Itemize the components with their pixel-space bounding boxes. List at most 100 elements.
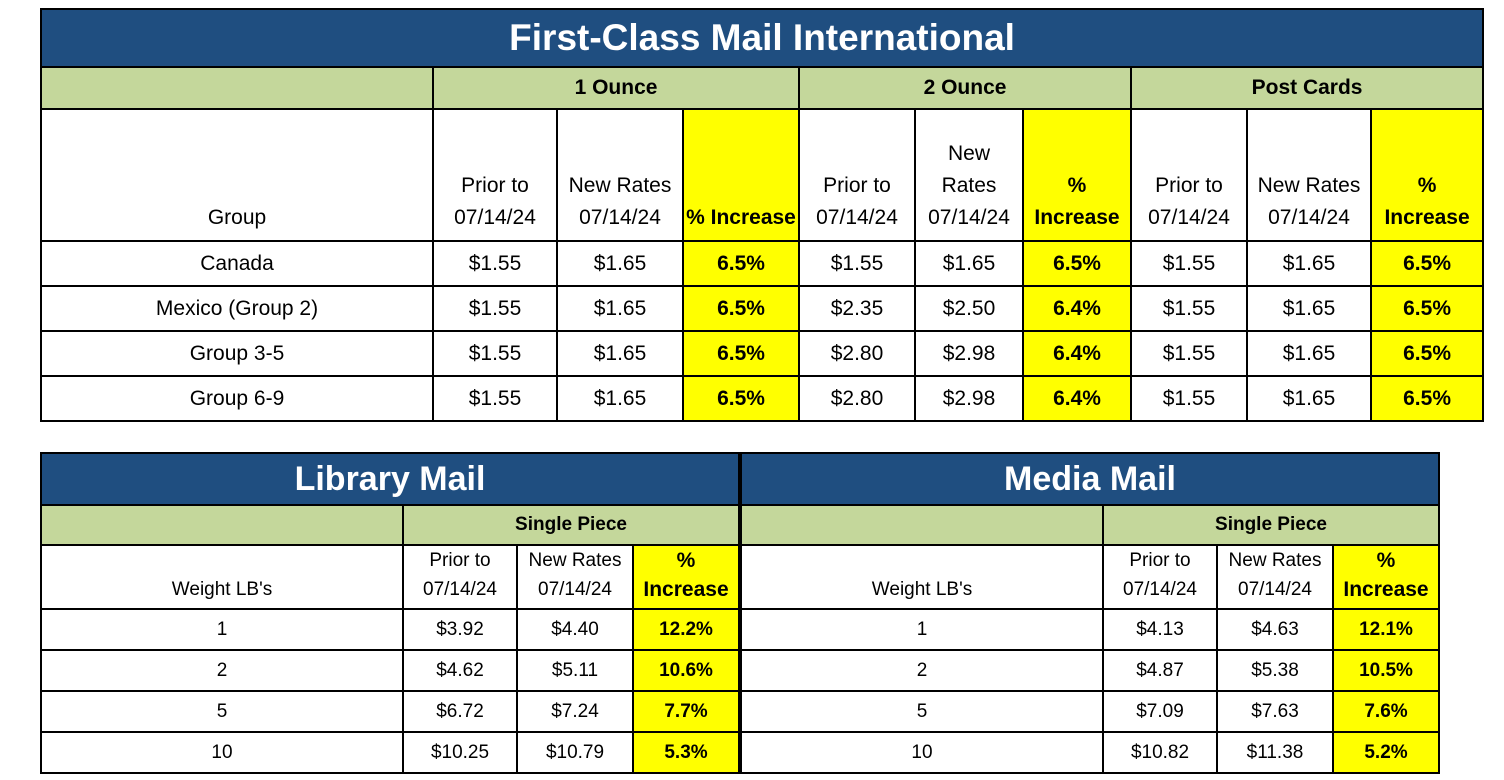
library-new-cell: $4.40 [516, 608, 634, 651]
media-single-piece: Single Piece [1102, 504, 1440, 546]
fcmi-2oz-increase-cell: 6.4% [1022, 330, 1132, 377]
fcmi-group-cell: Mexico (Group 2) [40, 285, 434, 332]
library-single-piece: Single Piece [401, 504, 741, 546]
media-new-cell: $5.38 [1216, 649, 1334, 692]
media-weight-cell: 5 [740, 690, 1104, 733]
fcmi-2oz-new-cell: $2.50 [914, 285, 1024, 332]
library-weight-cell: 2 [40, 649, 404, 692]
fcmi-1oz-new-cell: $1.65 [556, 375, 684, 422]
media-prior-cell: $4.13 [1102, 608, 1218, 651]
media-new-cell: $4.63 [1216, 608, 1334, 651]
media-title: Media Mail [740, 452, 1440, 506]
fcmi-1oz-prior-cell: $1.55 [432, 285, 558, 332]
library-table: Library Mail Single Piece Weight LB's Pr… [39, 452, 741, 774]
fcmi-1oz-prior-cell: $1.55 [432, 240, 558, 287]
media-row: 2 $4.87 $5.38 10.5% [740, 649, 1440, 692]
fcmi-group-cell: Canada [40, 240, 434, 287]
header-1oz-prior: Prior to 07/14/24 [432, 108, 558, 242]
library-new-cell: $5.11 [516, 649, 634, 692]
fcmi-group-blank [40, 66, 434, 110]
fcmi-1oz-prior-cell: $1.55 [432, 330, 558, 377]
media-header-new: New Rates 07/14/24 [1216, 544, 1334, 610]
library-row: 2 $4.62 $5.11 10.6% [40, 649, 741, 692]
group-post-cards: Post Cards [1129, 66, 1485, 110]
fcmi-row: Mexico (Group 2) $1.55 $1.65 6.5% $2.35 $2.50… [40, 285, 1485, 332]
library-weight-cell: 5 [40, 690, 404, 733]
fcmi-2oz-prior-cell: $2.80 [798, 330, 916, 377]
fcmi-pc-new-cell: $1.65 [1246, 240, 1372, 287]
media-weight-cell: 10 [740, 731, 1104, 774]
library-header-new: New Rates 07/14/24 [516, 544, 634, 610]
fcmi-pc-new-cell: $1.65 [1246, 330, 1372, 377]
fcmi-pc-prior-cell: $1.55 [1130, 285, 1248, 332]
library-sub-blank [40, 504, 404, 546]
media-new-cell: $11.38 [1216, 731, 1334, 774]
fcmi-1oz-new-cell: $1.65 [556, 285, 684, 332]
header-1oz-increase: % Increase [682, 108, 800, 242]
fcmi-pc-increase-cell: 6.5% [1369, 285, 1485, 332]
header-2oz-new: New Rates 07/14/24 [914, 108, 1024, 242]
media-weight-cell: 1 [740, 608, 1104, 651]
library-prior-cell: $3.92 [402, 608, 518, 651]
fcmi-row: Canada $1.55 $1.65 6.5% $1.55 $1.65 6.5% $1.55 $… [40, 240, 1485, 287]
header-2oz-prior: Prior to 07/14/24 [798, 108, 916, 242]
media-prior-cell: $10.82 [1102, 731, 1218, 774]
library-row: 10 $10.25 $10.79 5.3% [40, 731, 741, 774]
fcmi-group-cell: Group 6-9 [40, 375, 434, 422]
library-prior-cell: $10.25 [402, 731, 518, 774]
fcmi-group-cell: Group 3-5 [40, 330, 434, 377]
fcmi-1oz-increase-cell: 6.5% [682, 330, 800, 377]
header-2oz-increase: % Increase [1022, 108, 1132, 242]
media-table: Media Mail Single Piece Weight LB's Prio… [740, 452, 1440, 774]
header-pc-increase: % Increase [1369, 108, 1485, 242]
fcmi-pc-increase-cell: 6.5% [1369, 240, 1485, 287]
header-group: Group [40, 108, 434, 242]
library-title: Library Mail [39, 452, 741, 506]
media-weight-cell: 2 [740, 649, 1104, 692]
fcmi-title: First-Class Mail International [39, 8, 1485, 68]
media-header-weight: Weight LB's [740, 544, 1104, 610]
fcmi-2oz-prior-cell: $1.55 [798, 240, 916, 287]
fcmi-pc-prior-cell: $1.55 [1130, 375, 1248, 422]
fcmi-1oz-increase-cell: 6.5% [682, 285, 800, 332]
library-increase-cell: 10.6% [631, 649, 741, 692]
media-prior-cell: $7.09 [1102, 690, 1218, 733]
library-new-cell: $7.24 [516, 690, 634, 733]
fcmi-pc-prior-cell: $1.55 [1130, 240, 1248, 287]
library-new-cell: $10.79 [516, 731, 634, 774]
library-increase-cell: 7.7% [631, 690, 741, 733]
fcmi-pc-new-cell: $1.65 [1246, 375, 1372, 422]
library-increase-cell: 12.2% [631, 608, 741, 651]
media-header-prior: Prior to 07/14/24 [1102, 544, 1218, 610]
media-sub-blank [740, 504, 1104, 546]
media-header-increase: % Increase [1332, 544, 1440, 610]
media-increase-cell: 5.2% [1332, 731, 1440, 774]
header-pc-prior: Prior to 07/14/24 [1130, 108, 1248, 242]
library-header-weight: Weight LB's [40, 544, 404, 610]
fcmi-1oz-increase-cell: 6.5% [682, 240, 800, 287]
library-weight-cell: 1 [40, 608, 404, 651]
media-increase-cell: 10.5% [1332, 649, 1440, 692]
group-1-ounce: 1 Ounce [432, 66, 800, 110]
fcmi-1oz-increase-cell: 6.5% [682, 375, 800, 422]
library-header-prior: Prior to 07/14/24 [402, 544, 518, 610]
fcmi-pc-new-cell: $1.65 [1246, 285, 1372, 332]
media-row: 10 $10.82 $11.38 5.2% [740, 731, 1440, 774]
media-prior-cell: $4.87 [1102, 649, 1218, 692]
group-2-ounce: 2 Ounce [798, 66, 1132, 110]
fcmi-1oz-new-cell: $1.65 [556, 330, 684, 377]
fcmi-2oz-new-cell: $2.98 [914, 375, 1024, 422]
media-row: 1 $4.13 $4.63 12.1% [740, 608, 1440, 651]
fcmi-2oz-prior-cell: $2.80 [798, 375, 916, 422]
fcmi-2oz-increase-cell: 6.5% [1022, 240, 1132, 287]
fcmi-pc-increase-cell: 6.5% [1369, 375, 1485, 422]
fcmi-1oz-prior-cell: $1.55 [432, 375, 558, 422]
media-new-cell: $7.63 [1216, 690, 1334, 733]
library-row: 5 $6.72 $7.24 7.7% [40, 690, 741, 733]
fcmi-2oz-new-cell: $2.98 [914, 330, 1024, 377]
fcmi-2oz-increase-cell: 6.4% [1022, 375, 1132, 422]
fcmi-row: Group 6-9 $1.55 $1.65 6.5% $2.80 $2.98 6.4% $1.… [40, 375, 1485, 422]
media-row: 5 $7.09 $7.63 7.6% [740, 690, 1440, 733]
library-increase-cell: 5.3% [631, 731, 741, 774]
media-increase-cell: 12.1% [1332, 608, 1440, 651]
